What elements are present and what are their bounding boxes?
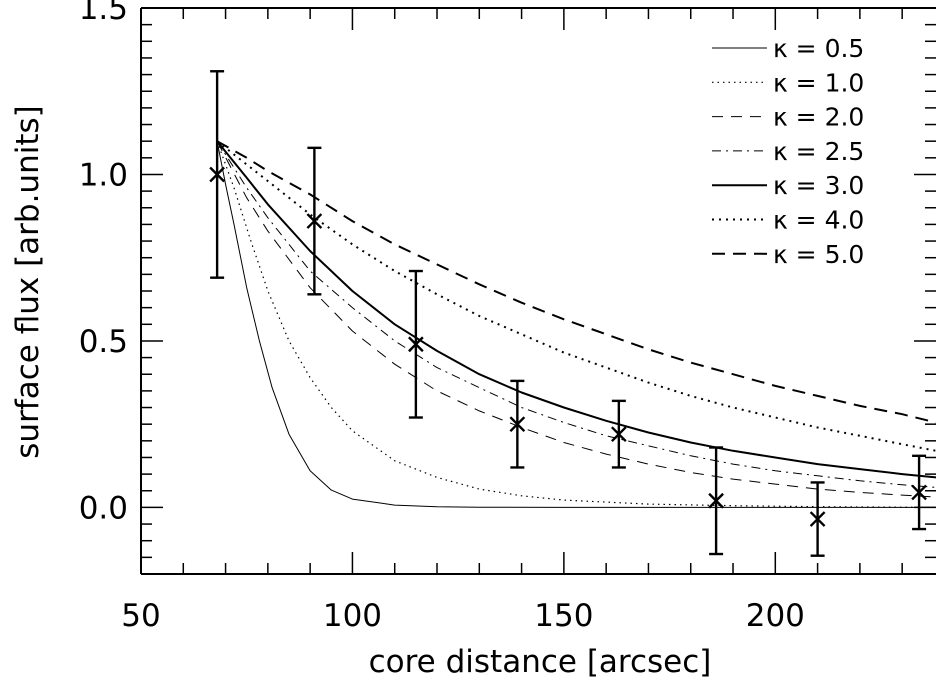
legend-label: κ = 2.5 (773, 137, 864, 166)
legend: κ = 0.5 κ = 1.0 κ = 2.0 κ = 2.5 κ = 3.0 κ = 4… (712, 34, 864, 269)
legend-label: κ = 5.0 (773, 240, 864, 269)
legend-label: κ = 2.0 (773, 103, 864, 132)
data-point (209, 70, 225, 279)
data-point (509, 379, 526, 469)
series-line (216, 141, 936, 508)
legend-label: κ = 3.0 (773, 171, 864, 200)
y-tick-label: 1.5 (79, 0, 128, 27)
series-line (216, 140, 936, 498)
series-line (216, 140, 936, 488)
x-tick-label: 50 (121, 598, 160, 634)
data-point (610, 399, 627, 469)
point-marker (610, 426, 627, 443)
point-marker (509, 416, 526, 433)
data-point (306, 146, 323, 296)
y-tick-label: 0.0 (79, 490, 128, 526)
legend-label: κ = 0.5 (773, 34, 864, 63)
x-tick-label: 200 (746, 598, 805, 634)
model-curves (216, 140, 936, 508)
series-line (216, 140, 936, 479)
point-marker (408, 336, 424, 353)
data-point (809, 481, 826, 557)
x-tick-label: 150 (534, 598, 593, 634)
y-tick-label: 1.0 (79, 157, 128, 193)
x-tick-label: 100 (323, 598, 382, 634)
series-line (216, 140, 936, 508)
axes: 50 100 150 200 0.0 0.5 1.0 1.5 (79, 0, 936, 634)
point-marker (306, 213, 323, 229)
legend-label: κ = 4.0 (773, 206, 864, 235)
data-point (911, 454, 927, 531)
point-marker (911, 484, 927, 501)
series-line (216, 140, 936, 424)
y-tick-label: 0.5 (79, 324, 128, 360)
point-marker (708, 492, 724, 509)
point-marker (209, 166, 225, 183)
point-marker (809, 511, 826, 527)
observations (209, 70, 927, 557)
series-line (216, 140, 936, 452)
x-axis-title: core distance [arcsec] (369, 644, 712, 680)
data-point (408, 269, 424, 419)
legend-label: κ = 1.0 (773, 68, 864, 97)
y-axis-title: surface flux [arb.units] (10, 105, 46, 458)
data-point (708, 446, 724, 556)
